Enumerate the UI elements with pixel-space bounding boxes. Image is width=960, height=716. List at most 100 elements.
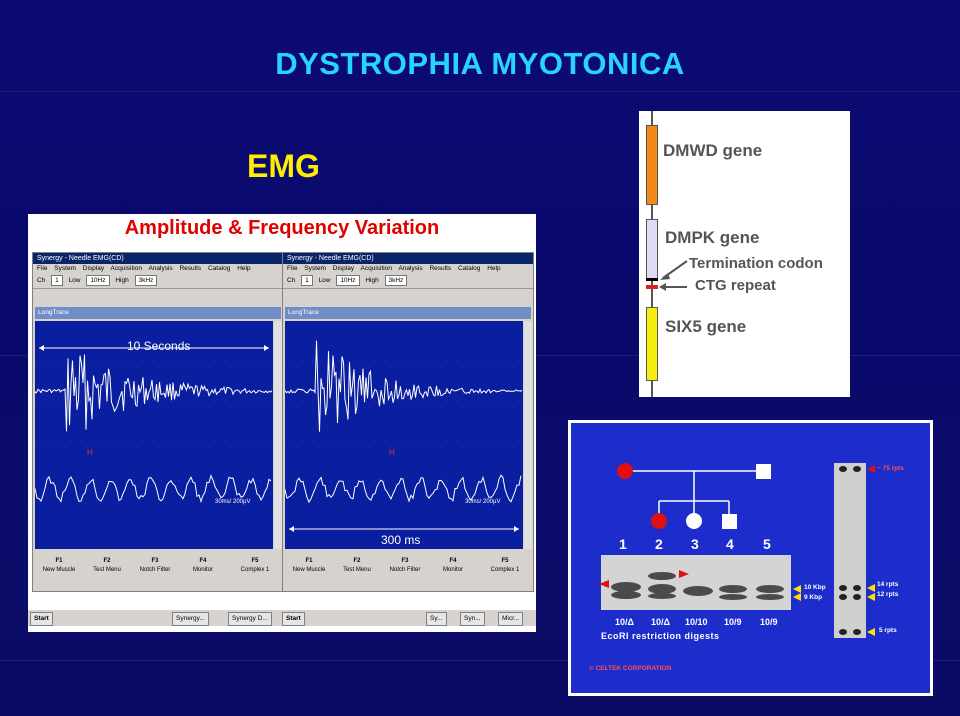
taskbar-item[interactable]: Micr... [498,612,524,626]
f4-button[interactable]: F4 Monitor [192,558,213,573]
menu-analysis[interactable]: Analysis [148,265,173,272]
window-title: Synergy - Needle EMG(CD) [287,255,374,262]
six5-gene-bar [646,307,658,381]
menu-help[interactable]: Help [487,265,501,272]
menu-display[interactable]: Display [332,265,355,272]
menu-file[interactable]: File [37,265,48,272]
f2-button[interactable]: F2 Test Menu [343,558,371,573]
ch-select[interactable]: 1 [51,274,63,286]
repeat-label: 14 rpts [877,581,899,588]
menu-catalog[interactable]: Catalog [207,265,231,272]
high-label: High [115,277,129,284]
taskbar-item[interactable]: Syn... [460,612,485,626]
dmpk-label: DMPK gene [665,228,760,247]
window-title: Synergy - Needle EMG(CD) [37,255,124,262]
menu-analysis[interactable]: Analysis [398,265,423,272]
window-title-bar: Synergy - Needle EMG(CD) [33,253,283,264]
menu-file[interactable]: File [287,265,298,272]
emg-heading: Amplitude & Frequency Variation [124,217,440,239]
size-label: 9 Kbp [804,594,823,601]
trace-header: LongTrace [285,307,531,319]
high-filter-select[interactable]: 3kHz [134,274,158,286]
ch-label: Ch [37,277,46,284]
menu-display[interactable]: Display [82,265,105,272]
span-label-left: 10 Seconds [127,339,191,353]
repeat-arrow [867,465,875,473]
scrollbar[interactable] [274,321,282,549]
low-label: Low [68,277,81,284]
scale-label-right: 30ms/ 200µV [465,499,501,505]
menu-acquisition[interactable]: Acquisition [360,265,392,272]
six5-label: SIX5 gene [665,317,747,336]
toolbar: Ch 1 Low 10Hz High 3kHz [283,274,533,289]
menu-catalog[interactable]: Catalog [457,265,481,272]
window-title-bar: Synergy - Needle EMG(CD) [283,253,533,264]
size-arrow [793,593,801,601]
menu-system[interactable]: System [304,265,326,272]
menu-acquisition[interactable]: Acquisition [110,265,142,272]
emg-window-right: Synergy - Needle EMG(CD) File System Dis… [282,252,534,592]
f4-button[interactable]: F4 Monitor [442,558,463,573]
f5-button[interactable]: F5 Complex 1 [490,558,520,573]
pedigree-female-child [686,513,702,529]
menu-results[interactable]: Results [429,265,452,272]
gene-map: DMWD gene DMPK gene Termination codon CT… [639,111,850,397]
band-arrow [599,580,609,588]
f3-button[interactable]: F3 Notch Filter [139,558,171,573]
f3-button[interactable]: F3 Notch Filter [389,558,421,573]
start-button[interactable]: Start [30,612,53,626]
repeat-arrow [867,593,875,601]
menu-system[interactable]: System [54,265,76,272]
gel-strip [834,463,866,638]
f2-button[interactable]: F2 Test Menu [93,558,121,573]
dmwd-gene-bar [646,125,658,205]
high-filter-select[interactable]: 3kHz [384,274,408,286]
low-filter-select[interactable]: 10Hz [336,274,360,286]
low-label: Low [318,277,331,284]
high-label: High [365,277,379,284]
size-arrow [793,585,801,593]
start-button[interactable]: Start [282,612,305,626]
ch-select[interactable]: 1 [301,274,313,286]
taskbar-item[interactable]: Synergy... [172,612,209,626]
repeat-label: 5 rpts [879,627,897,634]
repeat-arrow [867,584,875,592]
taskbar: Start Synergy... Synergy D... Start Sy..… [28,609,536,626]
gel-lanes [601,555,791,610]
termination-codon-mark [646,278,658,281]
genotype-label: 10/9 [724,617,742,627]
repeat-arrow [867,628,875,636]
menu-results[interactable]: Results [179,265,202,272]
dmwd-label: DMWD gene [663,141,763,160]
divider-line [0,660,960,661]
emg-trace-right: H 300 ms 30ms/ 200µV [285,321,523,549]
lane-label: 1 [619,536,627,552]
emg-window-left: Synergy - Needle EMG(CD) File System Dis… [32,252,284,592]
copyright-label: © CELTEK CORPORATION [589,665,672,672]
menu-bar: File System Display Acquisition Analysis… [33,264,283,274]
digest-label: EcoRI restriction digests [601,631,720,641]
span-label-right: 300 ms [381,533,421,547]
termination-codon-label: Termination codon [689,255,823,272]
genotype-label: 10/10 [685,617,708,627]
emg-trace-left: H 10 Seconds 30ms/ 200µV [35,321,273,549]
marker-h: H [87,448,93,457]
pedigree-and-gel [599,463,875,638]
f1-button[interactable]: F1 New Muscle [42,558,76,573]
pedigree-male-child [722,514,737,529]
genotype-label: 10/Δ [615,617,634,627]
divider-line [0,91,960,92]
genotype-label: 10/9 [760,617,778,627]
taskbar-item[interactable]: Sy... [426,612,447,626]
lane-label: 3 [691,536,699,552]
f5-button[interactable]: F5 Complex 1 [240,558,270,573]
taskbar-item[interactable]: Synergy D... [228,612,272,626]
pedigree-affected-female [617,463,633,479]
pedigree-affected-child [651,513,667,529]
ctg-repeat-label: CTG repeat [695,277,776,294]
scrollbar[interactable] [524,321,532,549]
low-filter-select[interactable]: 10Hz [86,274,110,286]
menu-help[interactable]: Help [237,265,251,272]
f1-button[interactable]: F1 New Muscle [292,558,326,573]
